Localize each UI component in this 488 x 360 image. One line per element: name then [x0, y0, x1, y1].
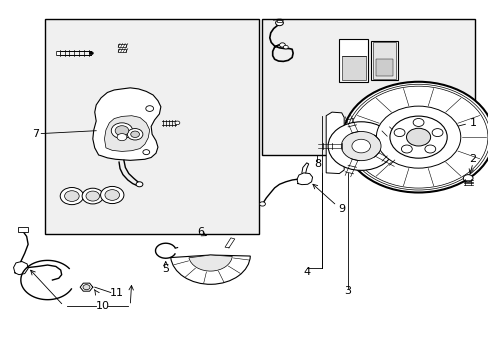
Bar — [261, 19, 474, 155]
Circle shape — [351, 139, 370, 153]
Circle shape — [341, 131, 380, 161]
Polygon shape — [325, 112, 344, 174]
Circle shape — [142, 150, 149, 155]
Text: 5: 5 — [162, 264, 169, 274]
Circle shape — [401, 145, 411, 153]
Circle shape — [343, 82, 488, 193]
Circle shape — [64, 191, 79, 202]
Text: 4: 4 — [303, 267, 310, 277]
Bar — [339, 39, 368, 82]
Circle shape — [130, 131, 139, 138]
Circle shape — [105, 190, 119, 201]
Text: 10: 10 — [95, 301, 109, 311]
Circle shape — [259, 202, 265, 206]
Polygon shape — [80, 283, 93, 291]
Circle shape — [389, 116, 447, 158]
Bar — [370, 41, 397, 80]
Bar — [375, 59, 392, 76]
Bar — [56, 51, 60, 55]
Text: 1: 1 — [468, 118, 475, 128]
Bar — [341, 57, 366, 80]
Circle shape — [60, 188, 83, 204]
Circle shape — [115, 126, 128, 136]
Circle shape — [376, 106, 460, 168]
Wedge shape — [188, 255, 232, 271]
Circle shape — [279, 43, 285, 47]
Circle shape — [89, 52, 93, 55]
Wedge shape — [170, 255, 250, 284]
Bar — [118, 49, 125, 52]
Circle shape — [275, 20, 283, 26]
Bar — [118, 44, 125, 47]
Polygon shape — [296, 173, 312, 185]
Text: 9: 9 — [338, 203, 345, 213]
Text: 2: 2 — [468, 154, 476, 163]
Bar — [45, 19, 259, 234]
Circle shape — [424, 145, 435, 153]
Circle shape — [82, 188, 103, 204]
Circle shape — [83, 285, 90, 290]
Polygon shape — [224, 238, 234, 248]
Bar — [372, 42, 395, 78]
Circle shape — [101, 186, 123, 203]
Circle shape — [111, 123, 132, 139]
Circle shape — [175, 121, 180, 125]
Circle shape — [406, 128, 430, 146]
Text: 6: 6 — [197, 227, 204, 237]
Circle shape — [136, 182, 142, 187]
Bar — [277, 20, 282, 22]
Circle shape — [462, 175, 472, 182]
Text: 8: 8 — [313, 159, 320, 169]
Text: 3: 3 — [344, 287, 350, 296]
Circle shape — [127, 129, 142, 140]
Circle shape — [412, 118, 423, 126]
Circle shape — [145, 106, 153, 111]
Polygon shape — [104, 116, 149, 152]
Circle shape — [327, 122, 393, 170]
Circle shape — [431, 129, 442, 136]
Bar — [19, 227, 28, 232]
Circle shape — [393, 129, 404, 136]
Text: 11: 11 — [110, 288, 124, 297]
Circle shape — [117, 134, 126, 141]
Circle shape — [283, 45, 287, 49]
Polygon shape — [14, 261, 28, 275]
Circle shape — [86, 191, 100, 201]
Polygon shape — [93, 88, 161, 160]
Text: 7: 7 — [32, 129, 39, 139]
